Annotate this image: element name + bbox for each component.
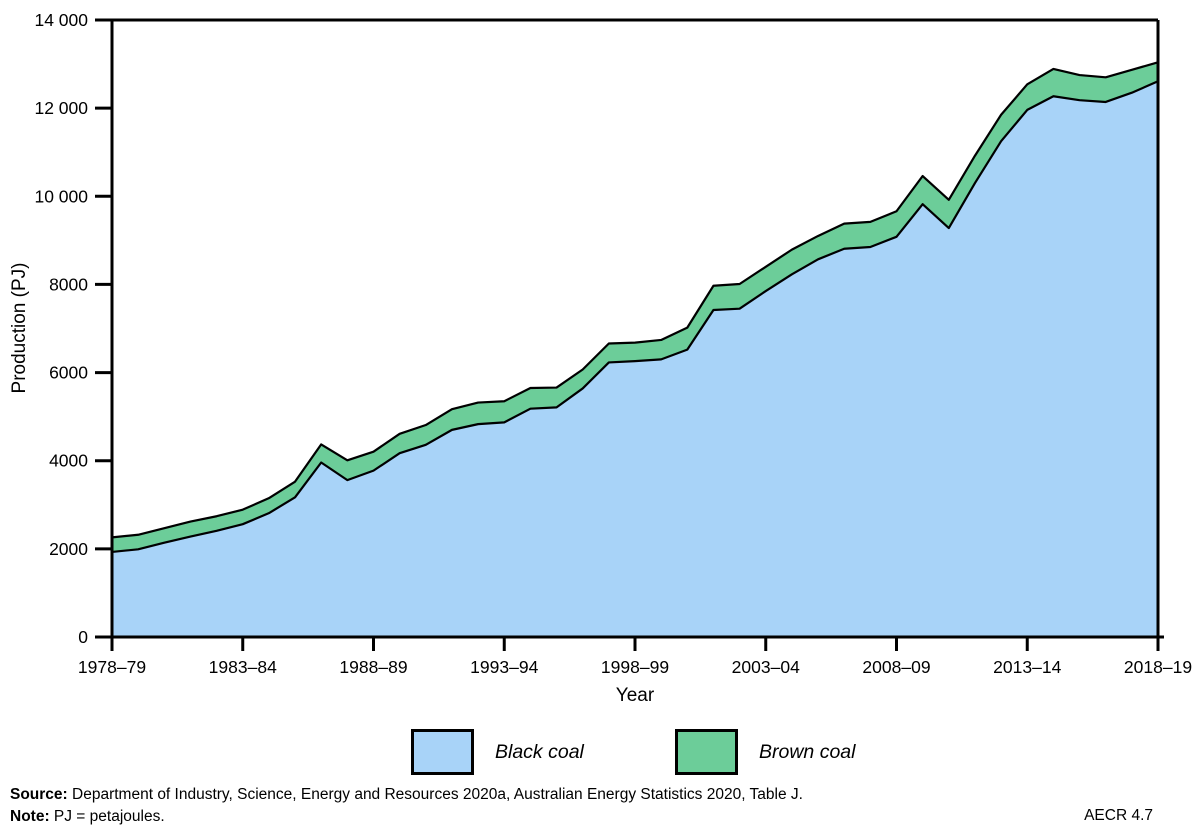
x-tick-label: 1988–89 xyxy=(339,657,407,677)
black-coal-swatch xyxy=(411,729,474,775)
note-text: PJ = petajoules. xyxy=(49,807,165,825)
legend-item-brown-coal: Brown coal xyxy=(675,727,855,777)
y-tick-label: 14 000 xyxy=(34,10,88,30)
source-label: Source: xyxy=(10,786,68,803)
note-label: Note: xyxy=(10,807,50,825)
x-tick-label: 1978–79 xyxy=(78,657,146,677)
y-tick-label: 8000 xyxy=(49,274,88,294)
x-tick-label: 2013–14 xyxy=(993,657,1061,677)
source-text: Department of Industry, Science, Energy … xyxy=(67,786,803,803)
figure-reference: AECR 4.7 xyxy=(1084,807,1153,824)
brown-coal-swatch xyxy=(675,729,738,775)
y-tick-label: 6000 xyxy=(49,363,88,383)
y-tick-label: 0 xyxy=(78,627,88,647)
source-line: Source: Department of Industry, Science,… xyxy=(10,784,803,806)
coal-production-area-chart: 0 2000 4000 6000 8000 10 000 12 000 14 000 1978–… xyxy=(9,10,1192,706)
black-coal-area xyxy=(112,81,1158,638)
black-coal-line xyxy=(111,80,1159,554)
y-tick-label: 2000 xyxy=(49,539,88,559)
y-tick-label: 4000 xyxy=(49,451,88,471)
legend-item-black-coal: Black coal xyxy=(411,727,584,777)
x-tick-label: 2003–04 xyxy=(732,657,800,677)
x-tick-label: 2008–09 xyxy=(862,657,930,677)
legend-label-brown-coal: Brown coal xyxy=(759,740,856,763)
x-axis-title: Year xyxy=(616,685,655,706)
x-tick-label: 2018–19 xyxy=(1124,657,1192,677)
y-tick-label: 12 000 xyxy=(34,98,88,118)
chart-footer: Source: Department of Industry, Science,… xyxy=(10,784,803,827)
y-tick-label: 10 000 xyxy=(34,186,88,206)
chart-canvas: 0 2000 4000 6000 8000 10 000 12 000 14 000 1978–… xyxy=(9,10,1192,706)
x-tick-label: 1983–84 xyxy=(209,657,277,677)
legend-label-black-coal: Black coal xyxy=(495,740,584,763)
note-line: Note: PJ = petajoules. xyxy=(10,806,803,828)
x-tick-label: 1993–94 xyxy=(470,657,538,677)
x-tick-label: 1998–99 xyxy=(601,657,669,677)
chart-legend: Black coal Brown coal xyxy=(0,727,1200,777)
y-axis-title: Production (PJ) xyxy=(9,263,30,394)
total-coal-line xyxy=(111,61,1159,539)
